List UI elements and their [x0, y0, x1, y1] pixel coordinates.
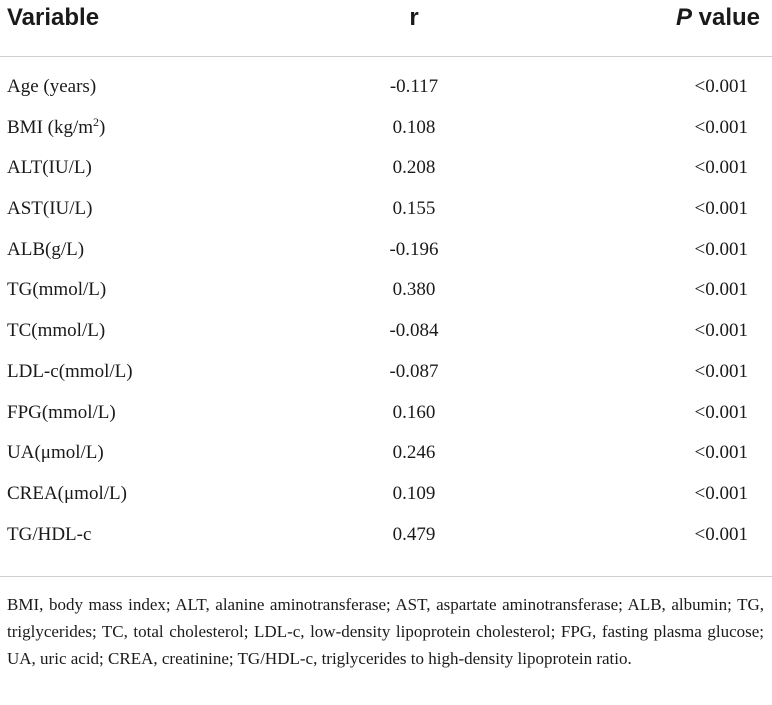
cell-p: <0.001: [694, 238, 748, 260]
cell-variable: TG(mmol/L): [7, 279, 107, 301]
header-p-italic: P: [675, 4, 692, 31]
header-p-value: P value: [676, 4, 760, 32]
cell-r: -0.117: [389, 76, 439, 97]
table-row: TG/HDL-c 0.479 <0.001: [0, 522, 772, 563]
cell-variable-text: BMI (kg/m: [7, 116, 94, 138]
cell-variable: TG/HDL-c: [7, 523, 92, 545]
cell-r: -0.084: [389, 320, 439, 342]
cell-variable: Age (years): [7, 76, 97, 97]
cell-r: 0.380: [392, 279, 436, 301]
cell-p: <0.001: [694, 482, 748, 504]
table-row: TG(mmol/L) 0.380 <0.001: [0, 277, 772, 318]
table-row: UA(μmol/L) 0.246 <0.001: [0, 440, 772, 481]
cell-variable: FPG(mmol/L): [7, 401, 116, 423]
table-row: AST(IU/L) 0.155 <0.001: [0, 196, 772, 237]
cell-r: -0.196: [389, 238, 439, 260]
cell-r: 0.479: [392, 523, 436, 545]
cell-r: 0.155: [392, 198, 436, 220]
table-row: LDL-c(mmol/L) -0.087 <0.001: [0, 359, 772, 400]
table-row: Age (years) -0.117 <0.001: [0, 74, 772, 115]
cell-p: <0.001: [694, 442, 748, 464]
cell-r: -0.087: [389, 360, 439, 382]
table-row: ALB(g/L) -0.196 <0.001: [0, 237, 772, 278]
cell-p: <0.001: [694, 198, 748, 220]
cell-variable: CREA(μmol/L): [7, 482, 127, 504]
cell-p: <0.001: [694, 279, 748, 301]
cell-variable: ALB(g/L): [7, 238, 85, 260]
table-row: BMI (kg/m2) 0.108 <0.001: [0, 115, 772, 156]
header-r: r: [409, 4, 419, 31]
cell-p: <0.001: [694, 320, 748, 342]
cell-variable: TC(mmol/L): [7, 320, 106, 342]
cell-r: 0.108: [392, 116, 436, 138]
cell-p: <0.001: [694, 401, 748, 423]
table-row: FPG(mmol/L) 0.160 <0.001: [0, 400, 772, 441]
cell-variable-suffix: ): [99, 116, 106, 138]
cell-p: <0.001: [694, 76, 748, 97]
table-header: Variable r P value: [0, 0, 772, 57]
footnote-divider: [0, 576, 772, 577]
cell-variable-superscript: 2: [93, 114, 100, 129]
cell-r: 0.246: [392, 442, 436, 464]
table-body: Age (years) -0.117 <0.001 BMI (kg/m2) 0.…: [0, 74, 772, 562]
correlation-table: Variable r P value Age (years) -0.117 <0…: [0, 0, 772, 668]
cell-variable: LDL-c(mmol/L): [7, 360, 133, 382]
cell-p: <0.001: [694, 157, 748, 179]
cell-p: <0.001: [694, 116, 748, 138]
table-footnote: BMI, body mass index; ALT, alanine amino…: [7, 595, 764, 668]
cell-r: 0.208: [392, 157, 436, 179]
cell-r: 0.160: [392, 401, 436, 423]
header-variable: Variable: [7, 4, 100, 31]
cell-variable: AST(IU/L): [7, 198, 93, 220]
table-row: TC(mmol/L) -0.084 <0.001: [0, 318, 772, 359]
cell-r: 0.109: [392, 482, 436, 504]
header-p-rest: value: [691, 4, 760, 31]
cell-variable: UA(μmol/L): [7, 442, 104, 464]
table-row: CREA(μmol/L) 0.109 <0.001: [0, 481, 772, 522]
cell-p: <0.001: [694, 523, 748, 545]
cell-variable: BMI (kg/m2): [7, 114, 106, 139]
table-row: ALT(IU/L) 0.208 <0.001: [0, 155, 772, 196]
cell-p: <0.001: [694, 360, 748, 382]
cell-variable: ALT(IU/L): [7, 157, 92, 179]
